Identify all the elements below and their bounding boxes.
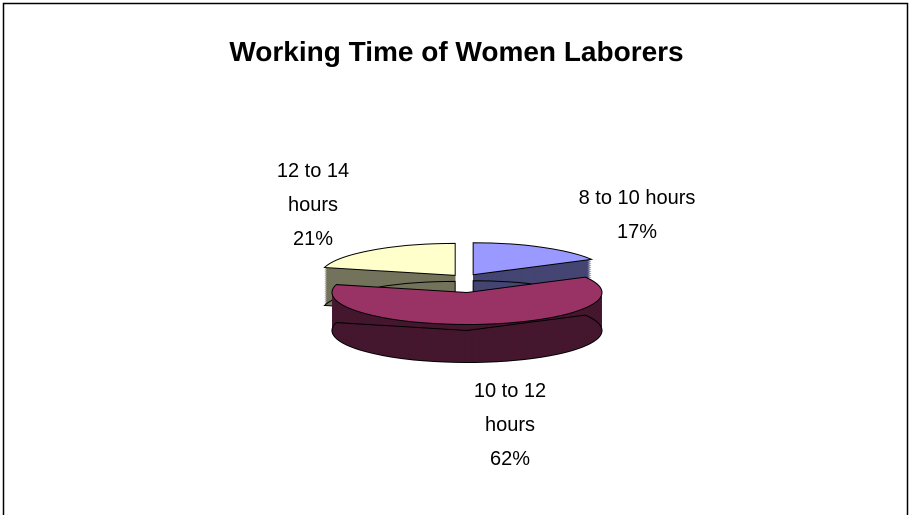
category-label: 8 to 10 hours [578,187,696,209]
data-label: 12 to 14 hours 21% [258,154,368,256]
value-label: 17% [616,221,658,243]
category-label: 10 to 12 hours [473,380,547,436]
value-label: 62% [489,448,531,470]
slice-top [331,276,603,326]
slice-bottom-edge [331,314,603,364]
data-label: 10 to 12 hours 62% [450,374,570,476]
value-label: 21% [292,228,334,250]
pie-slice [331,276,603,364]
chart-title: Working Time of Women Laborers [229,36,684,67]
category-label: 12 to 14 hours [276,160,350,216]
data-label: 8 to 10 hours 17% [527,181,747,249]
slice-top [323,242,456,276]
slice-top [472,242,594,276]
